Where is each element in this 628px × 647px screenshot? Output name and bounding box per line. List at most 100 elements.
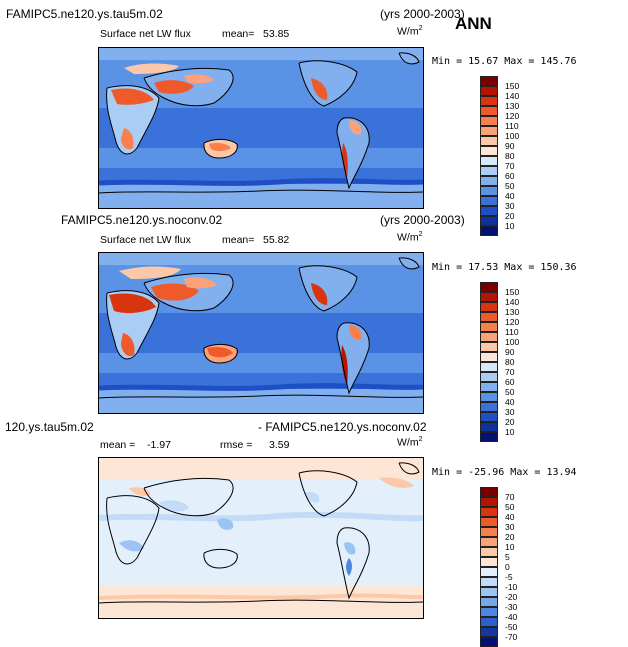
colorbar-label: 110 [505,121,519,131]
colorbar-swatch [480,106,498,116]
panel3-mean-label: mean = [100,439,136,451]
panel1-map [98,47,424,209]
panel3-units-exp: 2 [418,436,423,443]
colorbar-swatch [480,627,498,637]
colorbar-label: -5 [505,572,513,582]
colorbar-label: 40 [505,191,515,201]
colorbar-label: -20 [505,592,518,602]
colorbar-swatch [480,206,498,216]
colorbar-swatch [480,372,498,382]
colorbar-label: 20 [505,532,515,542]
panel2-units-exp: 2 [418,231,423,238]
colorbar-swatch [480,577,498,587]
colorbar-swatch [480,392,498,402]
colorbar-swatch [480,282,498,292]
colorbar-label: 80 [505,357,515,367]
panel3-max-label: Max = [510,467,541,478]
colorbar-swatch [480,422,498,432]
panel1-case-title: FAMIPC5.ne120.ys.tau5m.02 [6,7,163,21]
colorbar-label: 10 [505,542,515,552]
colorbar-label: 100 [505,337,520,347]
panel1-units: W/m2 [397,25,422,38]
colorbar-label: -40 [505,612,518,622]
panel2-minmax: Min = 17.53 Max = 150.36 [432,262,577,273]
colorbar-swatch [480,557,498,567]
panel3-max-value: 13.94 [546,467,577,478]
colorbar-label: 90 [505,347,515,357]
colorbar-swatch [480,597,498,607]
panel2-mean-value: 55.82 [263,234,290,246]
panel3-min-value: -25.96 [468,467,505,478]
colorbar-swatch [480,126,498,136]
panel1-max-value: 145.76 [540,56,577,67]
panel2-mean-label: mean= [222,234,255,246]
colorbar-label: 90 [505,141,515,151]
panel2-colorbar-boxes: 150 140 130 120 110 100 90 80 70 60 50 40 30 20 10 [480,282,519,442]
colorbar-label: -50 [505,622,518,632]
colorbar-label: -30 [505,602,518,612]
colorbar-label: 140 [505,91,520,101]
colorbar-label: 30 [505,522,515,532]
panel3-colorbar-boxes: 70 50 40 30 20 10 5 0 -5 -10 -20 -30 -40 -50 -70 [480,487,517,647]
colorbar-swatch [480,302,498,312]
panel2-max-value: 150.36 [540,262,577,273]
colorbar-label: 60 [505,377,515,387]
colorbar-swatch [480,362,498,372]
panel2-colorbar: 150 140 130 120 110 100 90 80 70 60 50 40 30 20 10 [480,282,519,442]
colorbar-label: 150 [505,287,520,297]
colorbar-swatch [480,196,498,206]
colorbar-label: 150 [505,81,520,91]
colorbar-label: 0 [505,562,510,572]
panel2-variable: Surface net LW flux [100,234,191,246]
panel1-minmax: Min = 15.67 Max = 145.76 [432,56,577,67]
panel2-min-label: Min = [432,262,463,273]
colorbar-swatch [480,186,498,196]
colorbar-swatch [480,96,498,106]
colorbar-swatch [480,487,498,497]
panel2-case-title: FAMIPC5.ne120.ys.noconv.02 [61,213,223,227]
panel3-minmax: Min = -25.96 Max = 13.94 [432,467,577,478]
colorbar-label: 50 [505,502,515,512]
colorbar-label: 80 [505,151,515,161]
colorbar-swatch [480,637,498,647]
panel3-case-left: 120.ys.tau5m.02 [5,420,94,434]
colorbar-label: 30 [505,201,515,211]
panel3-map [98,457,424,619]
colorbar-label: 70 [505,367,515,377]
colorbar-label: 40 [505,397,515,407]
panel3-min-label: Min = [432,467,463,478]
colorbar-label: 130 [505,101,520,111]
panel3-rmse-value: 3.59 [269,439,290,451]
colorbar-swatch [480,116,498,126]
colorbar-label: 130 [505,307,520,317]
panel3-mean-value: -1.97 [147,439,171,451]
panel2-max-label: Max = [504,262,535,273]
colorbar-swatch [480,176,498,186]
colorbar-swatch [480,382,498,392]
colorbar-swatch [480,332,498,342]
panel1-colorbar-boxes: 150 140 130 120 110 100 90 80 70 60 50 40 30 20 10 [480,76,519,236]
panel3-units-base: W/m [397,436,419,449]
panel3-map-svg [99,458,423,618]
panel1-units-exp: 2 [418,25,423,32]
colorbar-label: 5 [505,552,510,562]
colorbar-label: 20 [505,417,515,427]
colorbar-swatch [480,76,498,86]
colorbar-swatch [480,322,498,332]
panel1-years: (yrs 2000-2003) [380,7,465,21]
colorbar-label: 120 [505,111,520,121]
colorbar-label: 110 [505,327,519,337]
colorbar-swatch [480,507,498,517]
colorbar-label: 140 [505,297,520,307]
panel1-min-label: Min = [432,56,463,67]
colorbar-swatch [480,402,498,412]
colorbar-swatch [480,537,498,547]
colorbar-label: 70 [505,492,515,502]
panel1-min-value: 15.67 [468,56,499,67]
colorbar-label: 30 [505,407,515,417]
colorbar-label: 100 [505,131,520,141]
panel3-rmse-label: rmse = [220,439,253,451]
colorbar-swatch [480,312,498,322]
season-label: ANN [455,14,492,33]
colorbar-swatch [480,216,498,226]
